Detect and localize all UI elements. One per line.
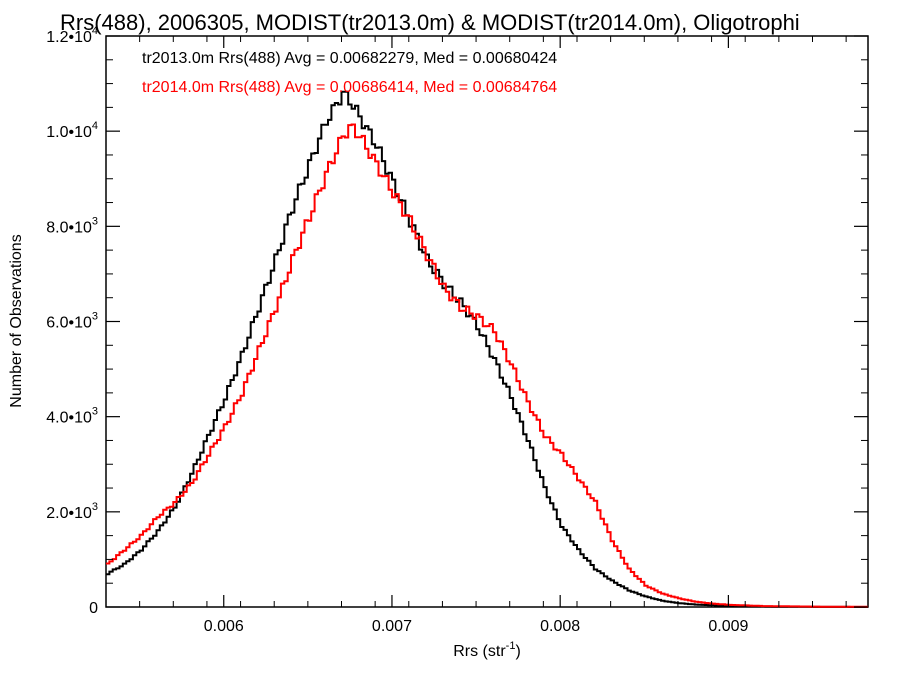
series-line-1	[106, 90, 868, 608]
x-tick-label: 0.007	[372, 618, 412, 635]
x-axis-label-end: )	[515, 643, 520, 660]
y-axis-label: Number of Observations	[8, 234, 25, 407]
x-axis-ticks: 0.006 0.007 0.008 0.009	[105, 36, 847, 635]
x-tick-label: 0.006	[204, 618, 244, 635]
y-axis-ticks: 0 2.0•103 4.0•103 6.0•103 8.0•103 1.0•104 1.2•…	[46, 25, 868, 617]
y-tick-label: 1.0•104	[46, 120, 98, 141]
annotation-series-2: tr2014.0m Rrs(488) Avg = 0.00686414, Med…	[142, 79, 557, 96]
x-axis-label: Rrs (str-1)	[453, 640, 521, 660]
y-tick-label: 0	[89, 600, 98, 617]
x-axis-label-exponent: -1	[506, 640, 516, 652]
y-tick-label: 4.0•103	[46, 406, 98, 427]
x-axis-label-main: Rrs (str	[453, 643, 506, 660]
x-tick-label: 0.008	[540, 618, 580, 635]
y-tick-label: 6.0•103	[46, 311, 98, 332]
series-line-2	[106, 123, 868, 608]
x-tick-label: 0.009	[708, 618, 748, 635]
y-tick-label: 1.2•104	[46, 25, 98, 46]
y-tick-label: 2.0•103	[46, 501, 98, 522]
plot-frame	[105, 35, 869, 608]
series-layer	[106, 90, 868, 608]
annotation-series-1: tr2013.0m Rrs(488) Avg = 0.00682279, Med…	[142, 50, 557, 67]
chart-title: Rrs(488), 2006305, MODIST(tr2013.0m) & M…	[60, 10, 800, 35]
y-tick-label: 8.0•103	[46, 215, 98, 236]
